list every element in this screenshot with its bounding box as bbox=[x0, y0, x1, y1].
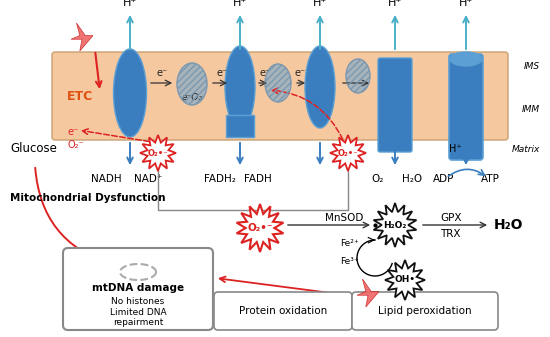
Text: O₂•⁻: O₂•⁻ bbox=[148, 149, 168, 157]
FancyBboxPatch shape bbox=[449, 54, 483, 160]
Text: No histones: No histones bbox=[111, 297, 164, 306]
Ellipse shape bbox=[265, 64, 291, 102]
Text: H⁺: H⁺ bbox=[123, 0, 137, 8]
Text: Glucose: Glucose bbox=[10, 142, 57, 154]
Text: H⁺: H⁺ bbox=[233, 0, 247, 8]
Text: GPX: GPX bbox=[440, 213, 461, 223]
Text: mtDNA damage: mtDNA damage bbox=[92, 283, 184, 293]
Text: Fe³⁺: Fe³⁺ bbox=[340, 257, 359, 267]
Bar bbox=[226, 115, 254, 137]
Text: OH•: OH• bbox=[394, 276, 415, 284]
Text: MnSOD: MnSOD bbox=[325, 213, 364, 223]
FancyBboxPatch shape bbox=[214, 292, 352, 330]
Ellipse shape bbox=[177, 63, 207, 105]
Text: e⁻O₂: e⁻O₂ bbox=[182, 93, 202, 102]
Text: Mitochondrial Dysfunction: Mitochondrial Dysfunction bbox=[10, 193, 166, 203]
Text: e⁻: e⁻ bbox=[217, 68, 228, 78]
Text: Protein oxidation: Protein oxidation bbox=[239, 306, 327, 316]
Text: Matrix: Matrix bbox=[512, 145, 540, 154]
Text: IMM: IMM bbox=[522, 105, 540, 115]
FancyBboxPatch shape bbox=[52, 52, 508, 140]
Text: NAD⁺: NAD⁺ bbox=[134, 174, 162, 184]
Polygon shape bbox=[71, 23, 93, 51]
Polygon shape bbox=[373, 203, 416, 247]
Text: H⁺: H⁺ bbox=[313, 0, 327, 8]
Text: Lipid peroxidation: Lipid peroxidation bbox=[378, 306, 472, 316]
Text: O₂: O₂ bbox=[372, 174, 384, 184]
Ellipse shape bbox=[305, 46, 335, 128]
Text: e⁻: e⁻ bbox=[156, 68, 168, 78]
Text: O₂•⁻: O₂•⁻ bbox=[338, 149, 358, 157]
FancyBboxPatch shape bbox=[63, 248, 213, 330]
Polygon shape bbox=[330, 135, 366, 171]
Text: FADH₂: FADH₂ bbox=[204, 174, 236, 184]
Ellipse shape bbox=[113, 49, 146, 137]
Text: e⁻: e⁻ bbox=[68, 127, 79, 137]
Text: H⁺: H⁺ bbox=[459, 0, 473, 8]
Text: Limited DNA: Limited DNA bbox=[109, 308, 166, 317]
Text: ATP: ATP bbox=[481, 174, 499, 184]
Text: e⁻: e⁻ bbox=[260, 68, 271, 78]
Ellipse shape bbox=[450, 52, 482, 66]
Text: H₂O: H₂O bbox=[494, 218, 524, 232]
Polygon shape bbox=[357, 279, 379, 307]
Text: NADH: NADH bbox=[91, 174, 122, 184]
Text: O₂•⁻: O₂•⁻ bbox=[248, 223, 273, 233]
Text: FADH: FADH bbox=[244, 174, 272, 184]
Polygon shape bbox=[236, 204, 283, 252]
Text: TRX: TRX bbox=[440, 229, 460, 239]
FancyBboxPatch shape bbox=[352, 292, 498, 330]
Polygon shape bbox=[385, 260, 425, 300]
Text: H₂O₂: H₂O₂ bbox=[383, 220, 406, 229]
Ellipse shape bbox=[346, 59, 370, 93]
Text: ETC: ETC bbox=[67, 91, 94, 103]
Text: ADP: ADP bbox=[433, 174, 455, 184]
FancyBboxPatch shape bbox=[378, 58, 412, 152]
Text: H₂O: H₂O bbox=[402, 174, 422, 184]
Text: Fe²⁺: Fe²⁺ bbox=[340, 240, 359, 248]
Ellipse shape bbox=[225, 46, 255, 128]
Polygon shape bbox=[140, 135, 176, 171]
Text: IMS: IMS bbox=[524, 62, 540, 71]
Text: e⁻: e⁻ bbox=[294, 68, 306, 78]
Text: H⁺: H⁺ bbox=[449, 144, 461, 154]
Text: H⁺: H⁺ bbox=[388, 0, 402, 8]
Text: O₂⁻: O₂⁻ bbox=[68, 140, 85, 150]
Text: repairment: repairment bbox=[113, 318, 163, 327]
